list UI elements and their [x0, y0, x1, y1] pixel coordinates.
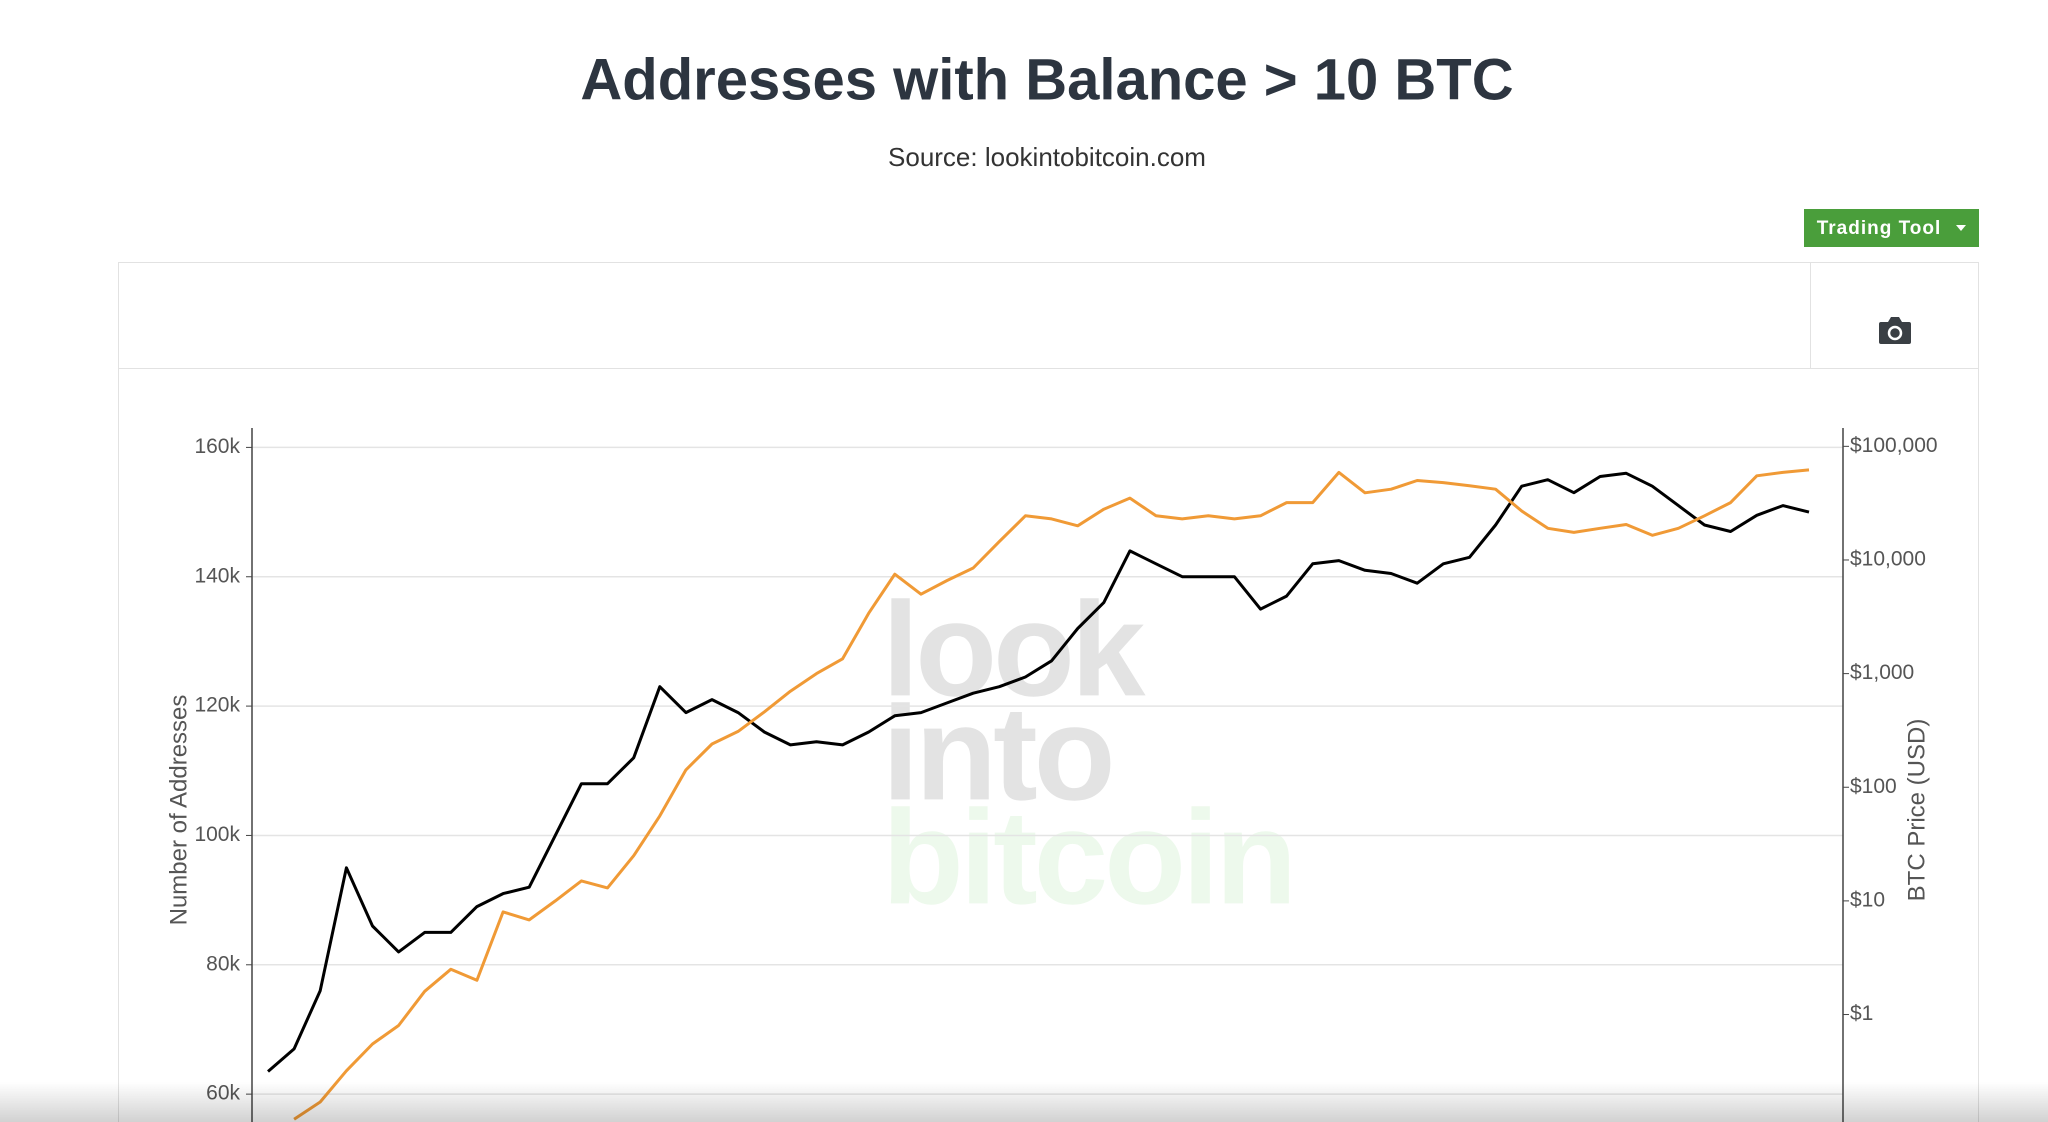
bottom-shadow	[0, 1082, 2048, 1122]
y2-tick-label: $10	[1850, 888, 1885, 911]
y-axis-title: Number of Addresses	[165, 695, 192, 926]
chart-frame	[118, 262, 1979, 1122]
watermark: lookintobitcoin	[882, 575, 1297, 932]
plot-lines	[267, 468, 1810, 1121]
y2-axis-title: BTC Price (USD)	[1903, 719, 1930, 902]
series-line	[267, 471, 1810, 1073]
series-line	[293, 468, 1810, 1121]
chart-title: Addresses with Balance > 10 BTC	[580, 47, 1513, 112]
y-tick-label: 100k	[194, 823, 240, 846]
grid: 60k80k100k120k140k160k$1$10$100$1,000$10…	[194, 434, 1937, 1105]
button-label[interactable]: Trading Tool	[1817, 218, 1942, 239]
y2-tick-label: $10,000	[1850, 548, 1926, 571]
y2-tick-label: $100,000	[1850, 434, 1938, 457]
watermark-word: bitcoin	[882, 783, 1293, 932]
y2-tick-label: $1,000	[1850, 661, 1914, 684]
chart-subtitle: Source: lookintobitcoin.com	[888, 142, 1206, 172]
y-tick-label: 140k	[194, 564, 240, 587]
y2-tick-label: $1	[1850, 1002, 1873, 1025]
y-tick-label: 160k	[194, 435, 240, 458]
watermark-word: into	[882, 679, 1112, 828]
y2-tick-label: $100	[1850, 775, 1897, 798]
y-tick-label: 120k	[194, 694, 240, 717]
camera-icon[interactable]	[1879, 317, 1911, 344]
dropdown-caret	[1956, 225, 1966, 231]
trading-tool-button[interactable]	[1804, 209, 1979, 247]
y-tick-label: 80k	[206, 952, 240, 975]
